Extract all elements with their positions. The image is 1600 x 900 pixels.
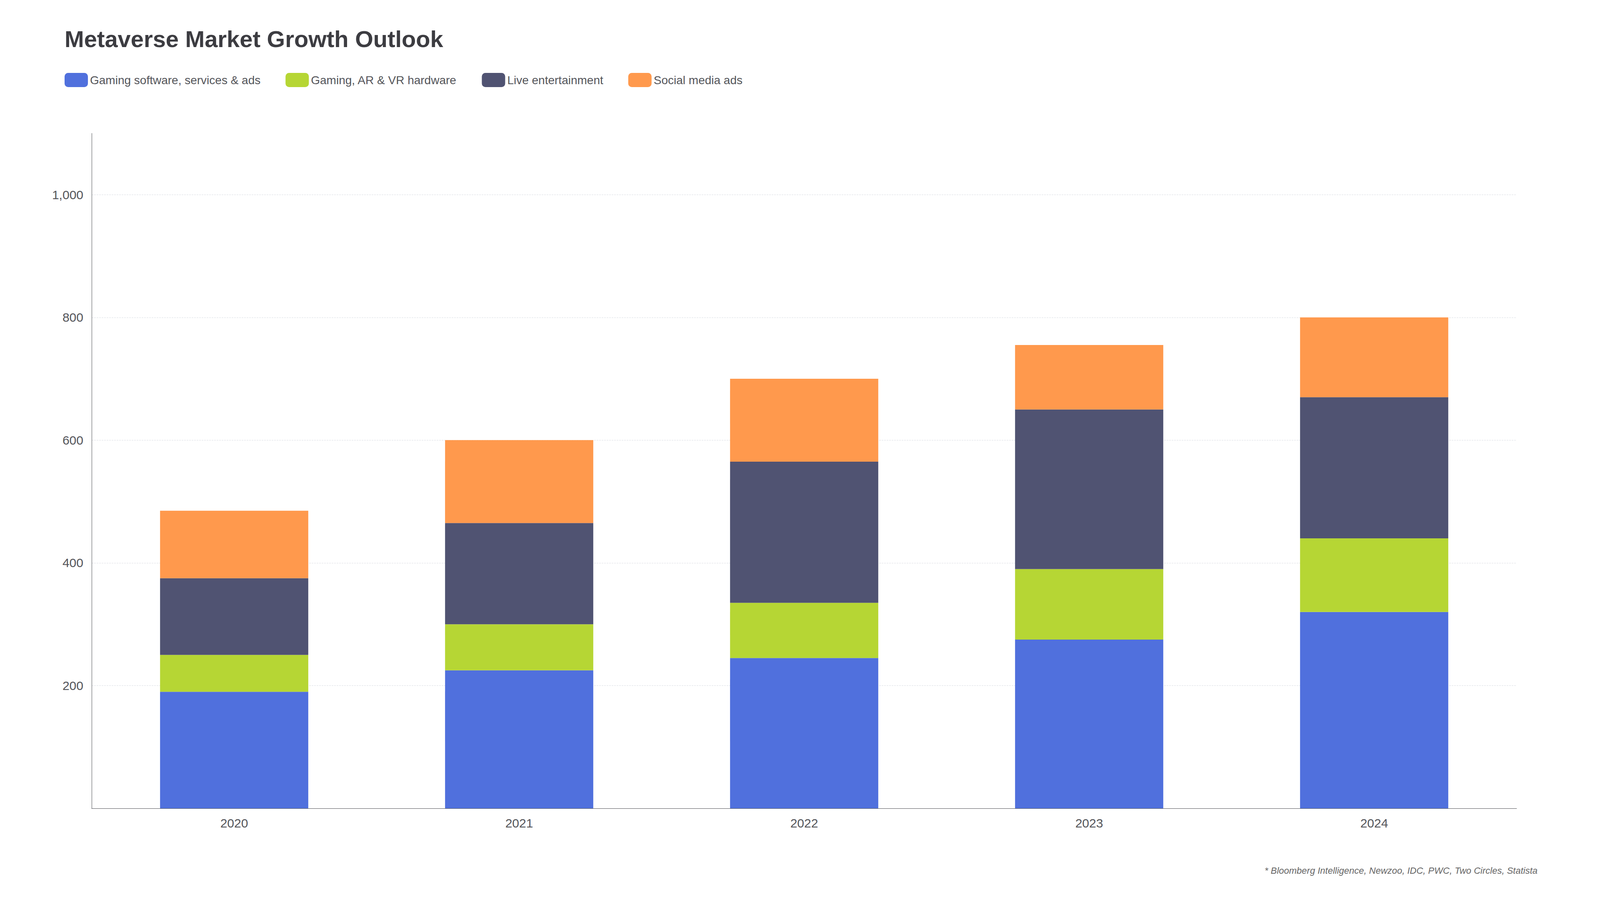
svg-text:Gaming, AR & VR hardware: Gaming, AR & VR hardware <box>310 73 457 87</box>
svg-text:200: 200 <box>62 678 84 693</box>
svg-text:2022: 2022 <box>790 816 819 830</box>
svg-text:2024: 2024 <box>1360 816 1389 830</box>
svg-text:800: 800 <box>62 310 84 325</box>
svg-text:Social media ads: Social media ads <box>653 73 743 87</box>
svg-text:600: 600 <box>62 433 84 448</box>
svg-text:Metaverse Market Growth Outloo: Metaverse Market Growth Outlook <box>64 25 444 53</box>
svg-text:2020: 2020 <box>220 816 249 830</box>
svg-text:Live entertainment: Live entertainment <box>507 73 604 87</box>
svg-text:400: 400 <box>62 555 84 570</box>
svg-text:2021: 2021 <box>505 816 534 830</box>
svg-text:1,000: 1,000 <box>52 187 84 202</box>
svg-text:* Bloomberg Intelligence, Newz: * Bloomberg Intelligence, Newzoo, IDC, P… <box>1264 865 1538 876</box>
svg-text:2023: 2023 <box>1075 816 1104 830</box>
svg-text:Gaming software, services & ad: Gaming software, services & ads <box>90 73 261 87</box>
